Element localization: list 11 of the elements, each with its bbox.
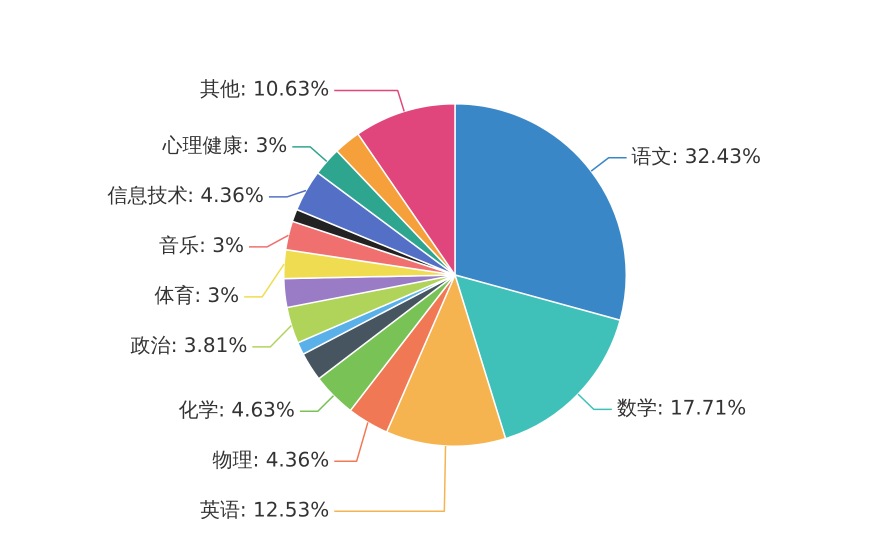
slice-label: 物理: 4.36% xyxy=(212,447,330,472)
slice-label: 语文: 32.43% xyxy=(632,144,761,168)
slice-label: 心理健康: 3% xyxy=(161,133,288,158)
slice-label: 其他: 10.63% xyxy=(200,76,330,101)
slice-label: 政治: 3.81% xyxy=(130,333,248,358)
slice-label: 音乐: 3% xyxy=(159,233,244,258)
slice-label: 英语: 12.53% xyxy=(200,497,330,522)
slice-label: 化学: 4.63% xyxy=(178,397,295,422)
slice-label: 体育: 3% xyxy=(154,283,240,308)
slice-label: 数学: 17.71% xyxy=(616,396,746,420)
slice-label: 信息技术: 4.36% xyxy=(107,183,264,208)
